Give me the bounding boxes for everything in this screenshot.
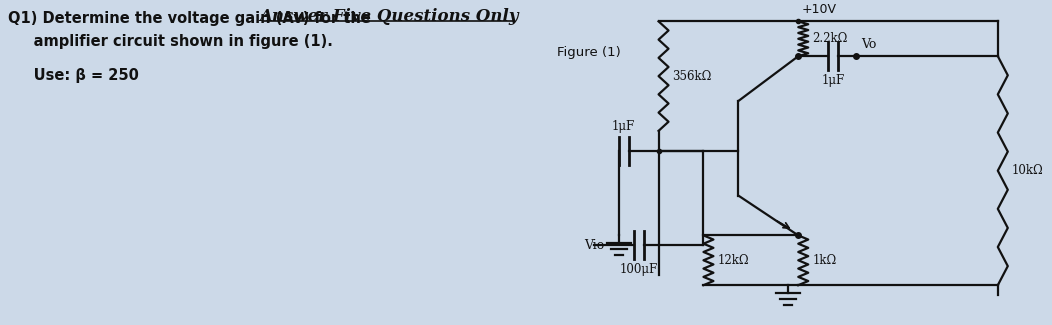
Text: 2.2kΩ: 2.2kΩ — [812, 32, 848, 45]
Text: 1μF: 1μF — [612, 120, 635, 133]
Text: amplifier circuit shown in figure (1).: amplifier circuit shown in figure (1). — [8, 34, 332, 49]
Text: Answer Five Questions Only: Answer Five Questions Only — [260, 8, 519, 25]
Text: +10V: +10V — [802, 3, 836, 16]
Text: 356kΩ: 356kΩ — [672, 70, 712, 83]
Text: Figure (1): Figure (1) — [557, 46, 621, 59]
Text: 12kΩ: 12kΩ — [717, 254, 749, 267]
Text: 10kΩ: 10kΩ — [1012, 164, 1044, 177]
Text: 1μF: 1μF — [822, 74, 845, 87]
Text: Vo: Vo — [862, 38, 876, 51]
Text: 100μF: 100μF — [620, 263, 658, 276]
Text: Q1) Determine the voltage gain (Av) for the: Q1) Determine the voltage gain (Av) for … — [8, 11, 371, 26]
Text: Use: β = 250: Use: β = 250 — [8, 68, 139, 83]
Text: 1kΩ: 1kΩ — [812, 254, 836, 267]
Text: Vio: Vio — [584, 239, 604, 252]
